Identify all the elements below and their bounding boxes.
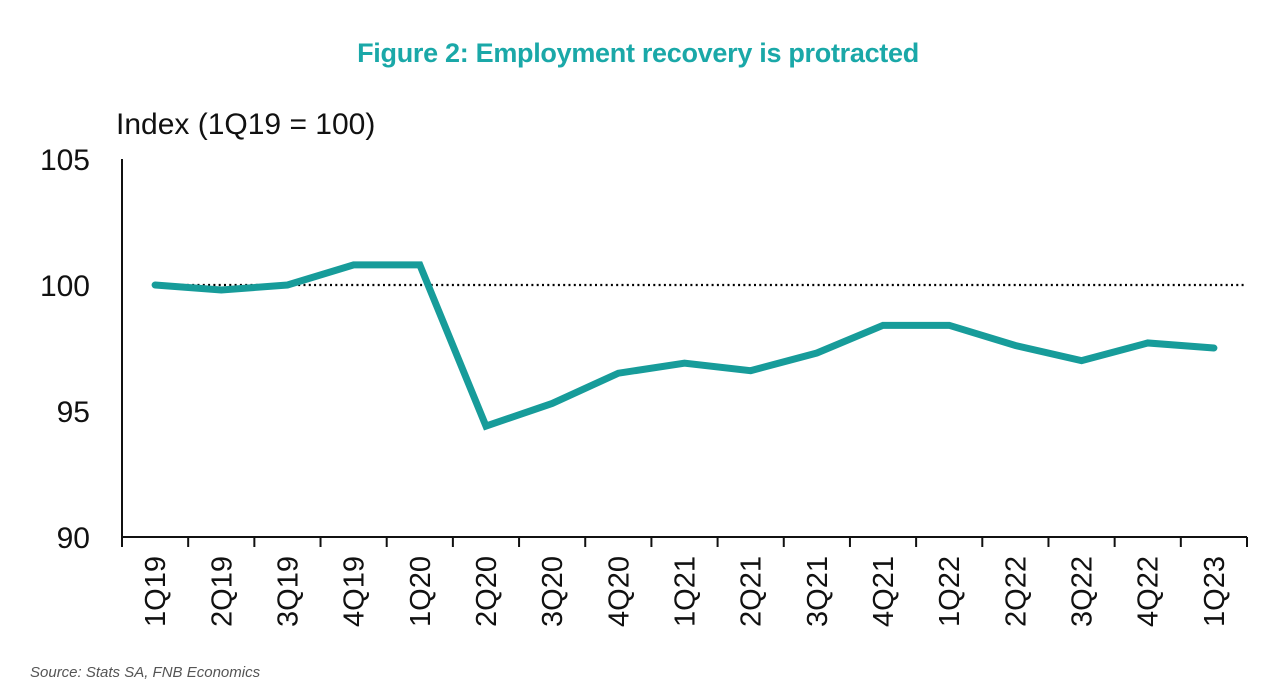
source-note: Source: Stats SA, FNB Economics	[30, 664, 261, 681]
y-axis: 90 95 100 105	[40, 144, 123, 555]
series-line	[151, 261, 1218, 431]
x-tick-label: 1Q20	[405, 556, 437, 627]
series-group	[151, 261, 1218, 431]
chart-title: Figure 2: Employment recovery is protrac…	[357, 38, 919, 68]
x-tick-label: 1Q23	[1199, 556, 1231, 627]
x-tick-label: 2Q20	[471, 556, 503, 627]
x-tick-label: 1Q19	[140, 556, 172, 627]
x-tick-label: 2Q22	[1000, 556, 1032, 627]
x-tick-label: 2Q19	[206, 556, 238, 627]
x-tick-label: 3Q20	[537, 556, 569, 627]
x-tick-label: 4Q21	[868, 556, 900, 627]
y-axis-label: Index (1Q19 = 100)	[116, 108, 375, 141]
x-tick-label: 3Q19	[272, 556, 304, 627]
x-tick-label: 1Q21	[670, 556, 702, 627]
x-tick-label: 2Q21	[736, 556, 768, 627]
y-tick-label: 90	[57, 522, 90, 555]
x-tick-label: 4Q22	[1133, 556, 1165, 627]
y-tick-label: 95	[57, 396, 90, 429]
x-tick-label: 1Q22	[934, 556, 966, 627]
y-tick-label: 100	[40, 270, 90, 303]
x-axis: 1Q19 2Q19 3Q19 4Q19 1Q20 2Q20 3Q20 4Q20 1Q21 2Q21…	[121, 536, 1248, 627]
y-tick-label: 105	[40, 144, 90, 177]
x-tick-label: 3Q22	[1067, 556, 1099, 627]
x-tick-label: 4Q19	[339, 556, 371, 627]
x-tick-label: 4Q20	[603, 556, 635, 627]
x-tick-label: 3Q21	[802, 556, 834, 627]
